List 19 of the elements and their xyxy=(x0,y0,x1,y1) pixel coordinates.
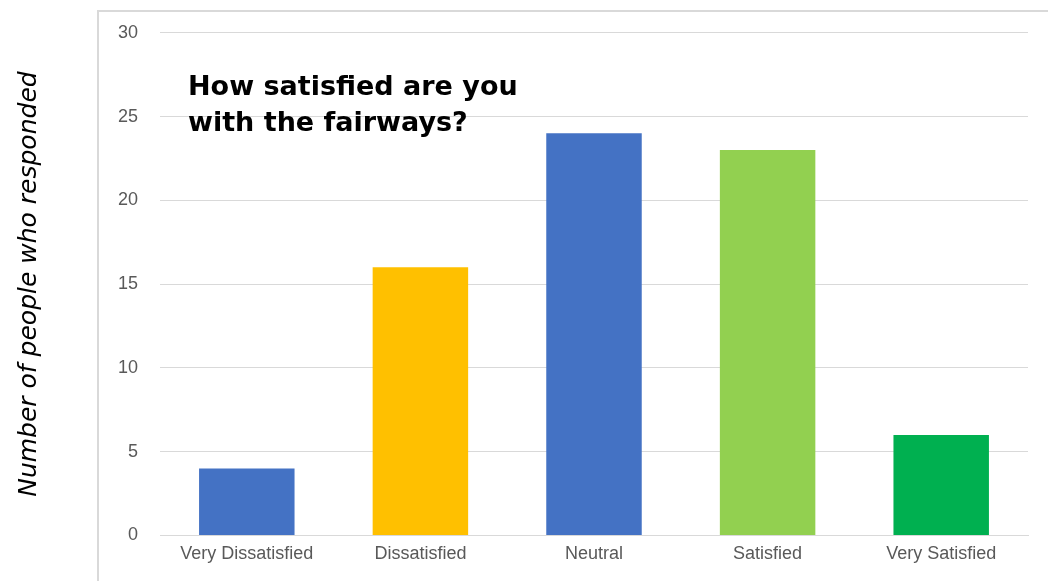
bar xyxy=(893,434,989,535)
x-tick-label: Dissatisfied xyxy=(374,543,467,564)
y-tick-label: 10 xyxy=(117,356,138,377)
text: How satisfied are you with the fairways? xyxy=(188,70,518,138)
x-tick-label: Satisfied xyxy=(733,543,803,564)
y-tick-label: 0 xyxy=(127,524,138,545)
bar xyxy=(199,468,295,535)
x-tick-label: Neutral xyxy=(564,543,624,564)
x-tick-label: Very Satisfied xyxy=(886,543,997,564)
y-tick-label: 15 xyxy=(117,273,138,294)
y-tick-label: 5 xyxy=(127,440,138,461)
bar xyxy=(372,267,469,535)
y-axis-title: Number of people who responded xyxy=(12,71,42,497)
y-tick-label: 30 xyxy=(117,21,138,42)
bar xyxy=(719,150,816,535)
bar xyxy=(546,133,642,535)
y-tick-label: 20 xyxy=(117,189,138,210)
x-tick-label: Very Dissatisfied xyxy=(180,543,314,564)
y-tick-label: 25 xyxy=(117,105,138,126)
